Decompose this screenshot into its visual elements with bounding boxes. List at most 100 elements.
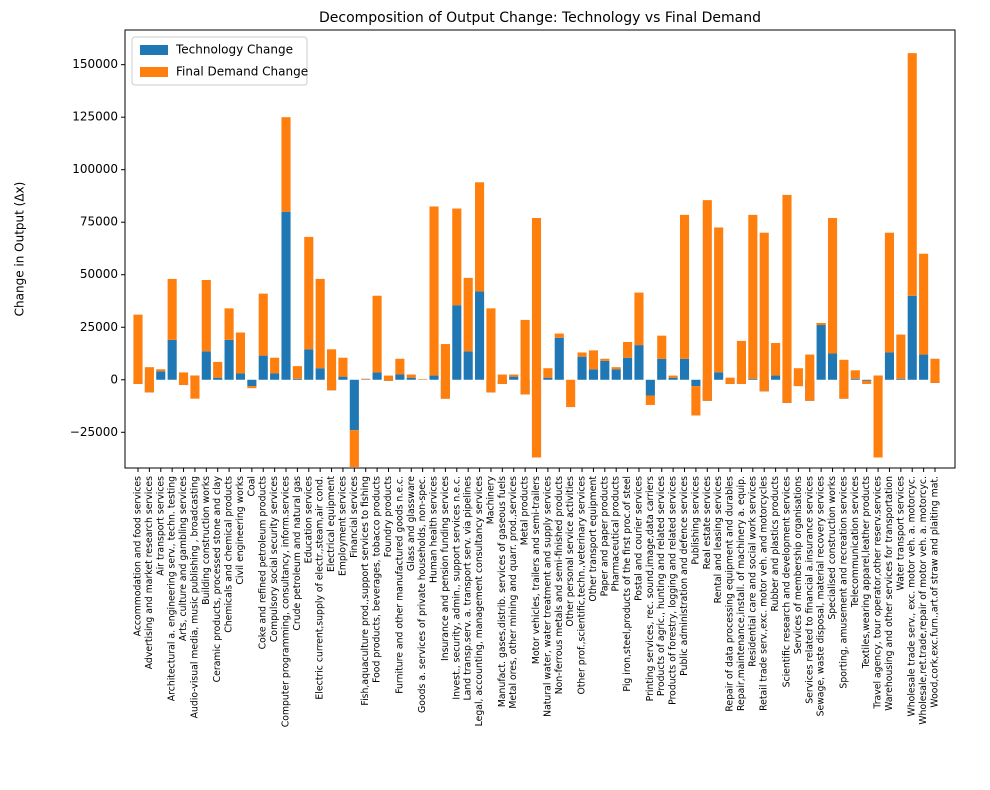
- x-tick-label: Electrical equipment: [326, 476, 337, 572]
- bar-final-demand: [657, 335, 667, 359]
- x-tick-label: Glass and glassware: [406, 476, 417, 571]
- bar-technology: [372, 372, 382, 380]
- x-tick-label: Employment services: [337, 476, 348, 576]
- x-tick-label: Land transp.serv. a. transport serv. via…: [463, 476, 474, 701]
- bar-final-demand: [736, 340, 746, 384]
- bar-final-demand: [896, 334, 906, 379]
- bar-final-demand: [748, 214, 758, 379]
- bar-final-demand: [839, 359, 849, 399]
- bar-final-demand: [600, 358, 610, 361]
- bar-technology: [429, 375, 439, 380]
- x-tick-label: Fish,aquaculture prod.,support services …: [360, 476, 371, 706]
- bar-technology: [247, 379, 257, 387]
- bar-final-demand: [873, 375, 883, 458]
- x-tick-label: Air transport services: [155, 476, 166, 576]
- bar-final-demand: [759, 232, 769, 392]
- x-tick-label: Products of agric., hunting and related …: [656, 476, 667, 696]
- legend-swatch: [140, 67, 168, 77]
- x-tick-label: Human health services: [429, 476, 440, 583]
- bar-final-demand: [725, 377, 735, 384]
- bar-final-demand: [224, 308, 234, 340]
- x-tick-label: Other transport equipment: [588, 476, 599, 602]
- x-tick-label: Accommodation and food services: [133, 476, 144, 637]
- x-tick-label: Advertising and market research services: [144, 476, 155, 669]
- x-tick-label: Compulsory social security services: [269, 476, 280, 642]
- bar-final-demand: [133, 314, 143, 384]
- x-tick-label: Products of forestry, logging and relate…: [668, 476, 679, 705]
- x-tick-label: Food products, beverages, tobacco produc…: [372, 476, 383, 683]
- bar-final-demand: [850, 370, 860, 379]
- bar-final-demand: [270, 357, 280, 374]
- bar-final-demand: [577, 352, 587, 357]
- x-tick-label: Printing services, rec. sound,image,data…: [645, 476, 656, 702]
- bar-final-demand: [611, 367, 621, 370]
- x-tick-label: Wholesale,ret.trade,repair of motor veh.…: [918, 476, 929, 725]
- x-tick-label: Publishing services: [690, 476, 701, 565]
- bar-final-demand: [679, 214, 690, 359]
- bar-final-demand: [418, 379, 428, 380]
- bar-technology: [679, 358, 690, 380]
- bar-final-demand: [543, 368, 553, 378]
- x-tick-label: Foundry products: [383, 476, 394, 557]
- bar-technology: [714, 372, 724, 380]
- bar-technology: [611, 369, 621, 380]
- bar-technology: [668, 377, 678, 380]
- bar-final-demand: [452, 208, 462, 306]
- x-tick-label: Residential care and social work service…: [747, 476, 758, 667]
- bar-final-demand: [304, 236, 314, 350]
- legend-swatch: [140, 45, 168, 55]
- bar-technology: [588, 369, 598, 380]
- y-tick-label: −25000: [70, 425, 118, 439]
- x-tick-label: Rubber and plastics products: [770, 476, 781, 612]
- x-tick-label: Chemicals and chemical products: [224, 476, 235, 633]
- bar-final-demand: [486, 308, 496, 393]
- y-tick-label: 125000: [72, 110, 118, 124]
- bar-final-demand: [623, 341, 633, 358]
- bar-technology: [816, 323, 826, 380]
- bar-final-demand: [862, 380, 872, 384]
- bar-technology: [235, 373, 246, 380]
- bar-technology: [224, 339, 234, 380]
- x-tick-label: Sporting, amusement and recreation servi…: [838, 476, 849, 689]
- bar-technology: [509, 376, 519, 380]
- x-tick-label: Education services: [303, 476, 314, 564]
- bar-final-demand: [247, 386, 257, 389]
- bar-technology: [395, 374, 405, 380]
- x-tick-label: Metal products: [520, 476, 531, 545]
- bar-technology: [645, 379, 655, 396]
- bar-technology: [623, 357, 633, 380]
- x-tick-label: Financial services: [349, 476, 360, 558]
- bar-technology: [907, 295, 917, 380]
- bar-final-demand: [213, 361, 223, 378]
- bar-final-demand: [884, 232, 895, 353]
- x-tick-label: Natural water, water treatment and suppl…: [542, 476, 553, 717]
- bar-final-demand: [440, 344, 450, 399]
- x-tick-label: Electric current,supply of electr.,steam…: [315, 476, 326, 700]
- y-tick-label: 75000: [80, 215, 118, 229]
- bar-final-demand: [714, 227, 724, 373]
- bar-technology: [281, 211, 291, 380]
- bar-final-demand: [178, 372, 189, 386]
- bar-technology: [213, 377, 223, 380]
- bar-technology: [634, 345, 644, 380]
- bar-technology: [896, 378, 906, 380]
- x-tick-label: Services of membership organisations: [793, 476, 804, 654]
- legend-label: Technology Change: [175, 43, 293, 57]
- bar-technology: [201, 351, 211, 380]
- x-tick-label: Building construction works: [201, 476, 212, 605]
- bar-final-demand: [907, 53, 917, 296]
- x-tick-label: Scientific research and development serv…: [781, 476, 792, 688]
- x-tick-label: Specialised construction works: [827, 476, 838, 620]
- bar-final-demand: [349, 430, 359, 467]
- bar-technology: [884, 352, 895, 380]
- x-tick-label: Travel agency, tour operator,other reser…: [873, 476, 884, 710]
- bar-technology: [406, 377, 416, 380]
- bar-technology: [304, 349, 314, 380]
- bar-technology: [475, 291, 485, 380]
- bar-final-demand: [315, 278, 325, 369]
- x-tick-label: Repair,maintenance,install. of machinery…: [736, 476, 747, 711]
- bar-technology: [338, 376, 348, 380]
- bar-final-demand: [406, 374, 416, 378]
- legend-box: [131, 36, 308, 86]
